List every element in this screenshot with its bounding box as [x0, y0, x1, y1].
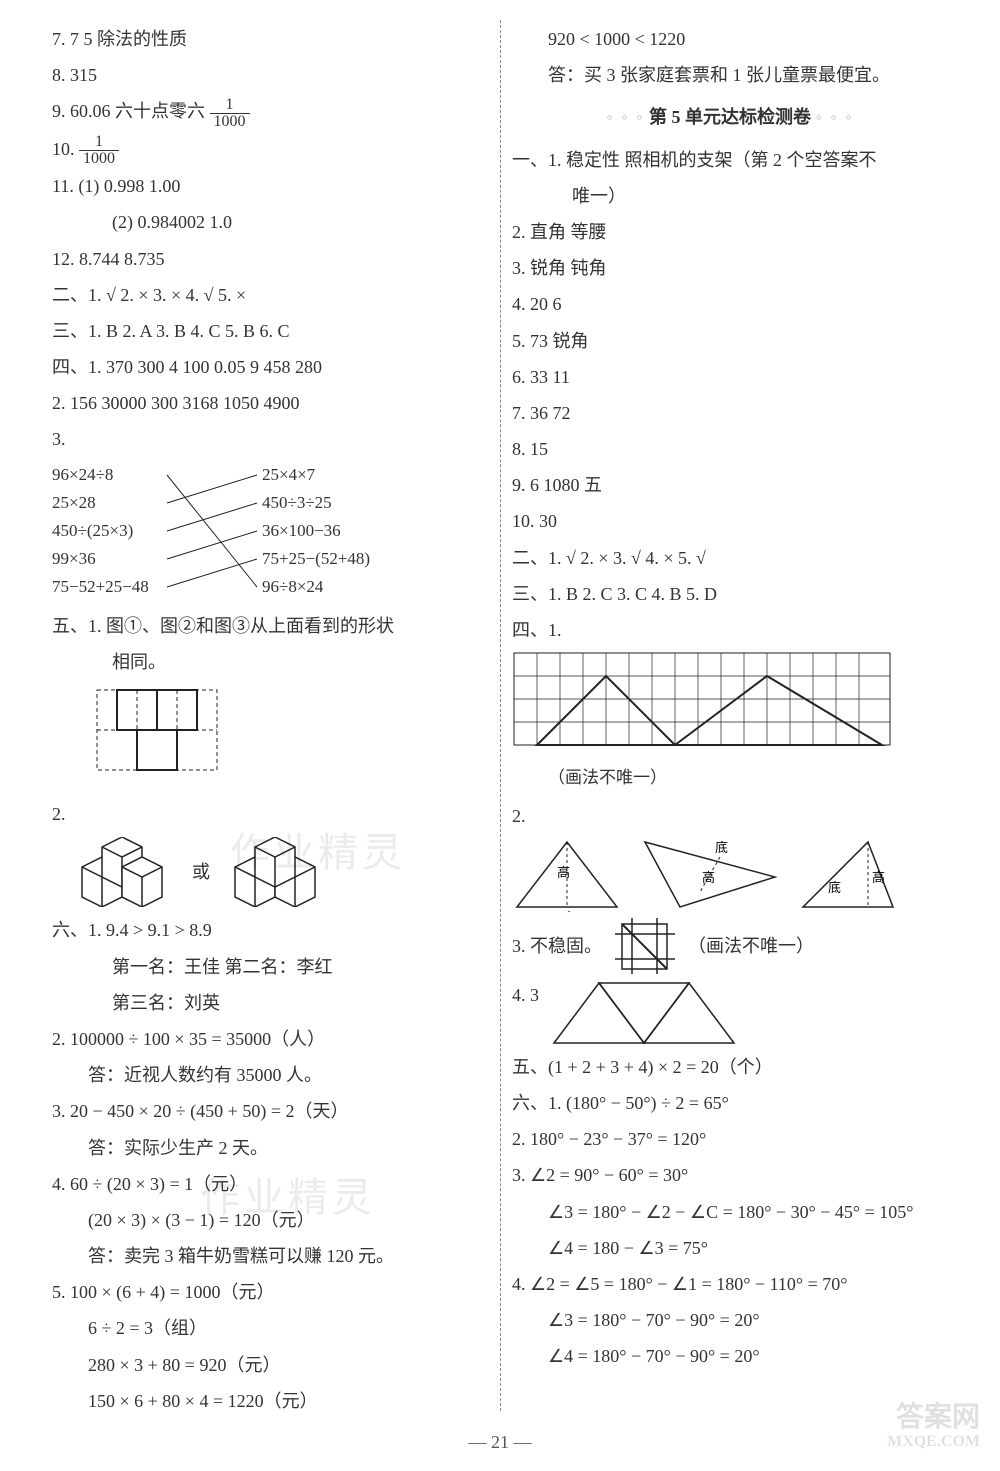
grid-figure	[92, 685, 488, 791]
r4-4-text: 4. 3	[512, 978, 539, 1012]
r1-7: 7. 36 72	[512, 396, 948, 430]
q12: 12. 8.744 8.735	[52, 242, 488, 276]
q10-fraction: 1 1000	[79, 134, 119, 167]
sec4-2: 2. 156 30000 300 3168 1050 4900	[52, 386, 488, 420]
column-divider	[500, 20, 501, 1411]
r4-2-label: 2.	[512, 799, 948, 833]
tri-b-gao: 高	[702, 870, 715, 885]
triangle-grid: （画法不唯一）	[512, 651, 948, 794]
q11-2: (2) 0.984002 1.0	[52, 205, 488, 239]
sec6-3a: 3. 20 − 450 × 20 ÷ (450 + 50) = 2（天）	[52, 1094, 488, 1128]
r6-4c: ∠4 = 180° − 70° − 90° = 20°	[512, 1339, 948, 1373]
sec4-1: 四、1. 370 300 4 100 0.05 9 458 280	[52, 350, 488, 384]
r1-3: 3. 锐角 钝角	[512, 251, 948, 285]
r1-4: 4. 20 6	[512, 287, 948, 321]
r4-1-note: （画法不唯一）	[512, 762, 948, 794]
sec6-1b: 第一名：王佳 第二名：李红	[52, 950, 488, 984]
r1-10: 10. 30	[512, 504, 948, 538]
dots-left-icon: ◦ ◦ ◦	[606, 107, 644, 127]
sec6-5d: 150 × 6 + 80 × 4 = 1220（元）	[52, 1384, 488, 1418]
q7: 7. 7 5 除法的性质	[52, 22, 488, 56]
tri-c: 底 高	[798, 837, 898, 912]
r-top2: 答：买 3 张家庭套票和 1 张儿童票最便宜。	[512, 58, 948, 92]
watermark-bot: 作业精灵	[200, 1165, 376, 1223]
r6-3b: ∠3 = 180° − ∠2 − ∠C = 180° − 30° − 45° =…	[512, 1195, 948, 1229]
sec5-1a: 五、1. 图①、图②和图③从上面看到的形状	[52, 609, 488, 643]
r4-3-note: （画法不唯一）	[688, 929, 814, 963]
r1-2: 2. 直角 等腰	[512, 215, 948, 249]
r1-8: 8. 15	[512, 432, 948, 466]
q10: 10. 1 1000	[52, 132, 488, 167]
sec3: 三、1. B 2. A 3. B 4. C 5. B 6. C	[52, 314, 488, 348]
r6-4b: ∠3 = 180° − 70° − 90° = 20°	[512, 1303, 948, 1337]
r5: 五、(1 + 2 + 3 + 4) × 2 = 20（个）	[512, 1050, 948, 1084]
sec6-4c: 答：卖完 3 箱牛奶雪糕可以赚 120 元。	[52, 1239, 488, 1273]
unit-title-text: 第 5 单元达标检测卷	[649, 107, 811, 127]
r1-1a: 一、1. 稳定性 照相机的支架（第 2 个空答案不	[512, 143, 948, 177]
tri-a: 高 底	[512, 837, 622, 912]
unstable-square	[610, 916, 680, 976]
wm-br-1: 答案网	[887, 1403, 980, 1434]
q9: 9. 60.06 六十点零六 1 1000	[52, 94, 488, 129]
q10-label: 10.	[52, 139, 79, 159]
r2: 二、1. √ 2. × 3. √ 4. × 5. √	[512, 541, 948, 575]
r6-4a: 4. ∠2 = ∠5 = 180° − ∠1 = 180° − 110° = 7…	[512, 1267, 948, 1301]
r6-3a: 3. ∠2 = 90° − 60° = 30°	[512, 1158, 948, 1192]
q11-1: 11. (1) 0.998 1.00	[52, 169, 488, 203]
right-column: 920 < 1000 < 1220 答：买 3 张家庭套票和 1 张儿童票最便宜…	[500, 20, 960, 1431]
r4-1-label: 四、1.	[512, 613, 948, 647]
r1-5: 5. 73 锐角	[512, 324, 948, 358]
matching-diagram: 96×24÷8 25×28 450÷(25×3) 99×36 75−52+25−…	[52, 461, 488, 601]
q8: 8. 315	[52, 58, 488, 92]
sec6-2a: 2. 100000 ÷ 100 × 35 = 35000（人）	[52, 1022, 488, 1056]
sec6-2b: 答：近视人数约有 35000 人。	[52, 1058, 488, 1092]
r1-6: 6. 33 11	[512, 360, 948, 394]
r3: 三、1. B 2. C 3. C 4. B 5. D	[512, 577, 948, 611]
grid-svg	[92, 685, 232, 780]
sec5-1b: 相同。	[52, 645, 488, 679]
or-text: 或	[192, 855, 210, 889]
tri-a-gao: 高	[557, 865, 570, 880]
sec4-3-label: 3.	[52, 422, 488, 456]
unit-title: ◦ ◦ ◦ 第 5 单元达标检测卷 ◦ ◦ ◦	[512, 100, 948, 134]
sec6-3b: 答：实际少生产 2 天。	[52, 1131, 488, 1165]
r6-1: 六、1. (180° − 50°) ÷ 2 = 65°	[512, 1086, 948, 1120]
tri-b-di: 底	[715, 840, 728, 855]
watermark-br: 答案网 MXQE.COM	[887, 1403, 980, 1451]
dots-right-icon: ◦ ◦ ◦	[816, 107, 854, 127]
wm-br-2: MXQE.COM	[887, 1433, 980, 1451]
page-number: — 21 —	[0, 1432, 1000, 1453]
tri-b: 底 高	[640, 837, 780, 912]
sec6-1c: 第三名：刘英	[52, 986, 488, 1020]
r1-1b: 唯一）	[512, 179, 948, 213]
tri-c-gao: 高	[872, 870, 885, 885]
r4-1-text: 四、1.	[512, 620, 562, 640]
r4-3-text: 3. 不稳固。	[512, 929, 602, 963]
tri-a-di: 底	[562, 910, 575, 912]
watermark-mid: 作业精灵	[230, 820, 406, 878]
matching-lines-svg	[52, 461, 432, 601]
triangle-strip	[549, 978, 749, 1048]
sec2: 二、1. √ 2. × 3. × 4. √ 5. ×	[52, 278, 488, 312]
sec6-5b: 6 ÷ 2 = 3（组）	[52, 1311, 488, 1345]
sec6-5c: 280 × 3 + 80 = 920（元）	[52, 1348, 488, 1382]
sec6-5a: 5. 100 × (6 + 4) = 1000（元）	[52, 1275, 488, 1309]
r6-3c: ∠4 = 180 − ∠3 = 75°	[512, 1231, 948, 1265]
tri-c-di: 底	[828, 880, 841, 895]
r1-9: 9. 6 1080 五	[512, 468, 948, 502]
r-top1: 920 < 1000 < 1220	[512, 22, 948, 56]
r6-2: 2. 180° − 23° − 37° = 120°	[512, 1122, 948, 1156]
q9-fraction: 1 1000	[210, 97, 250, 130]
q9-text: 9. 60.06 六十点零六	[52, 101, 210, 121]
cubes-1	[72, 837, 172, 907]
triangle-row: 高 底 底 高 底 高	[512, 837, 948, 912]
sec6-1a: 六、1. 9.4 > 9.1 > 8.9	[52, 913, 488, 947]
triangle-grid-svg	[512, 651, 892, 751]
r4-4: 4. 3	[512, 978, 948, 1048]
r4-3: 3. 不稳固。 （画法不唯一）	[512, 916, 948, 976]
